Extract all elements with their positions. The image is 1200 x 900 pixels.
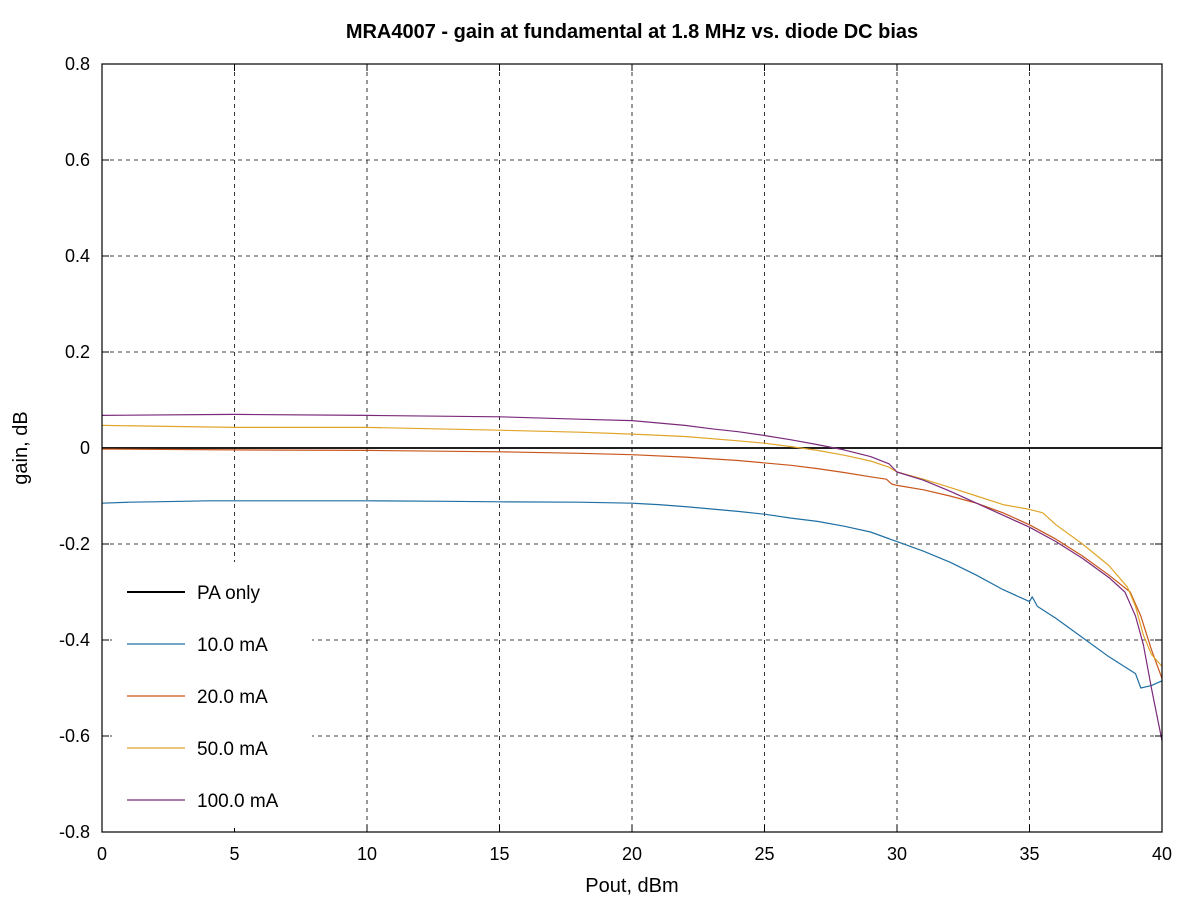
x-tick-label: 15 bbox=[489, 844, 509, 864]
y-tick-label: -0.8 bbox=[59, 822, 90, 842]
y-tick-label: 0.8 bbox=[65, 54, 90, 74]
legend-label-50-0-ma: 50.0 mA bbox=[197, 739, 268, 760]
legend-label-100-0-ma: 100.0 mA bbox=[197, 791, 279, 812]
y-tick-label: -0.4 bbox=[59, 630, 90, 650]
legend-background bbox=[112, 562, 312, 828]
y-tick-label: 0.4 bbox=[65, 246, 90, 266]
legend-label-10-0-ma: 10.0 mA bbox=[197, 635, 268, 656]
series-line-20-0-ma bbox=[101, 448, 1163, 679]
chart-title: MRA4007 - gain at fundamental at 1.8 MHz… bbox=[346, 21, 918, 43]
legend-label-pa-only: PA only bbox=[197, 583, 261, 604]
y-tick-label: 0.2 bbox=[65, 342, 90, 362]
ticks: 0 5 10 15 20 25 30 35 40 0.8 0.6 0.4 0.2 0 -0.2 -0.4 -0.… bbox=[59, 54, 1172, 864]
legend: PA only 10.0 mA 20.0 mA 50.0 mA 100.0 mA bbox=[112, 562, 312, 828]
series-line-100-0-ma bbox=[101, 413, 1163, 741]
x-tick-label: 25 bbox=[754, 844, 774, 864]
x-tick-label: 30 bbox=[887, 844, 907, 864]
series-layer bbox=[101, 413, 1163, 741]
y-tick-label: 0.6 bbox=[65, 150, 90, 170]
x-tick-label: 20 bbox=[622, 844, 642, 864]
y-axis-label: gain, dB bbox=[10, 411, 32, 484]
x-tick-label: 40 bbox=[1152, 844, 1172, 864]
x-axis-label: Pout, dBm bbox=[585, 875, 678, 897]
x-tick-label: 35 bbox=[1019, 844, 1039, 864]
y-tick-label: -0.6 bbox=[59, 726, 90, 746]
legend-label-20-0-ma: 20.0 mA bbox=[197, 687, 268, 708]
x-tick-label: 0 bbox=[97, 844, 107, 864]
series-line-10-0-ma bbox=[101, 500, 1163, 689]
y-tick-label: -0.2 bbox=[59, 534, 90, 554]
x-tick-label: 5 bbox=[229, 844, 239, 864]
y-tick-label: 0 bbox=[80, 438, 90, 458]
x-tick-label: 10 bbox=[357, 844, 377, 864]
